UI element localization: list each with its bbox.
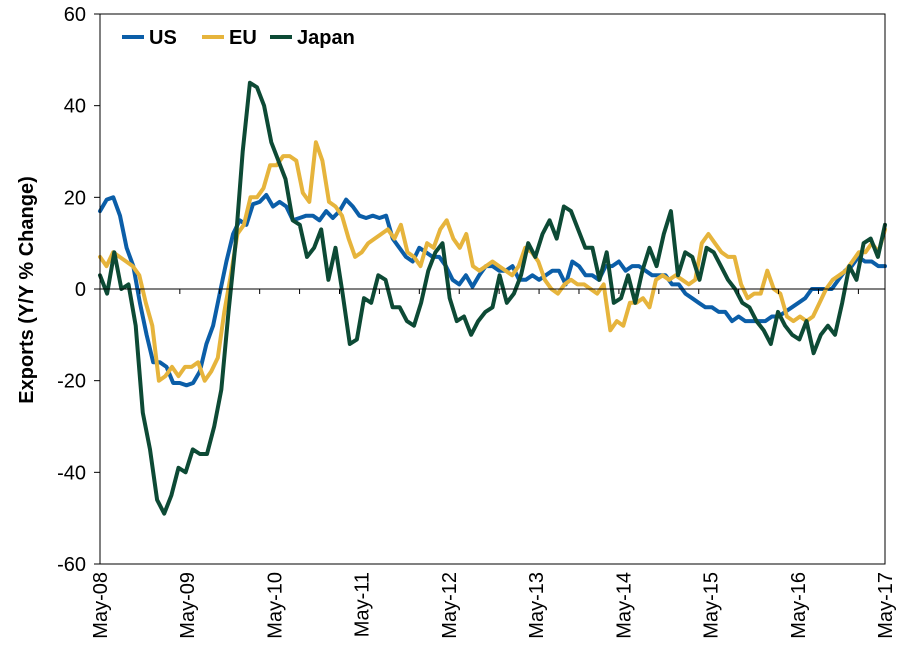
y-tick-label: -60 xyxy=(57,554,86,576)
y-axis-title: Exports (Y/Y % Change) xyxy=(16,176,38,403)
series-line-us xyxy=(98,193,887,388)
y-tick-label: 60 xyxy=(64,4,86,26)
x-tick-labels: May-08 May-09 May-10 May-11 May-12 May-13 May-… xyxy=(90,572,897,639)
legend-label-us: US xyxy=(149,27,177,49)
legend-label-japan: Japan xyxy=(297,27,355,49)
x-tick-label: May-16 xyxy=(788,572,810,639)
series-line-eu xyxy=(98,140,887,383)
x-tick-label: May-13 xyxy=(526,572,548,639)
y-tick-label: 0 xyxy=(75,279,86,301)
y-tick-label: -20 xyxy=(57,371,86,393)
x-tick-label: May-08 xyxy=(90,572,112,639)
x-tick-label: May-17 xyxy=(875,572,897,639)
x-tick-label: May-14 xyxy=(613,572,635,639)
x-tick-label: May-15 xyxy=(701,572,723,639)
legend: US EU Japan xyxy=(122,27,355,49)
legend-label-eu: EU xyxy=(229,27,257,49)
y-tick-label: 40 xyxy=(64,96,86,118)
plot-area xyxy=(98,80,887,516)
x-tick-label: May-10 xyxy=(264,572,286,639)
x-tick-label: May-09 xyxy=(177,572,199,639)
x-tick-label: May-11 xyxy=(352,572,374,637)
y-tick-labels: 60 40 20 0 -20 -40 -60 xyxy=(57,4,86,576)
x-tick-label: May-12 xyxy=(439,572,461,639)
y-tick-label: 20 xyxy=(64,187,86,209)
y-tick-label: -40 xyxy=(57,462,86,484)
axes xyxy=(94,13,886,565)
